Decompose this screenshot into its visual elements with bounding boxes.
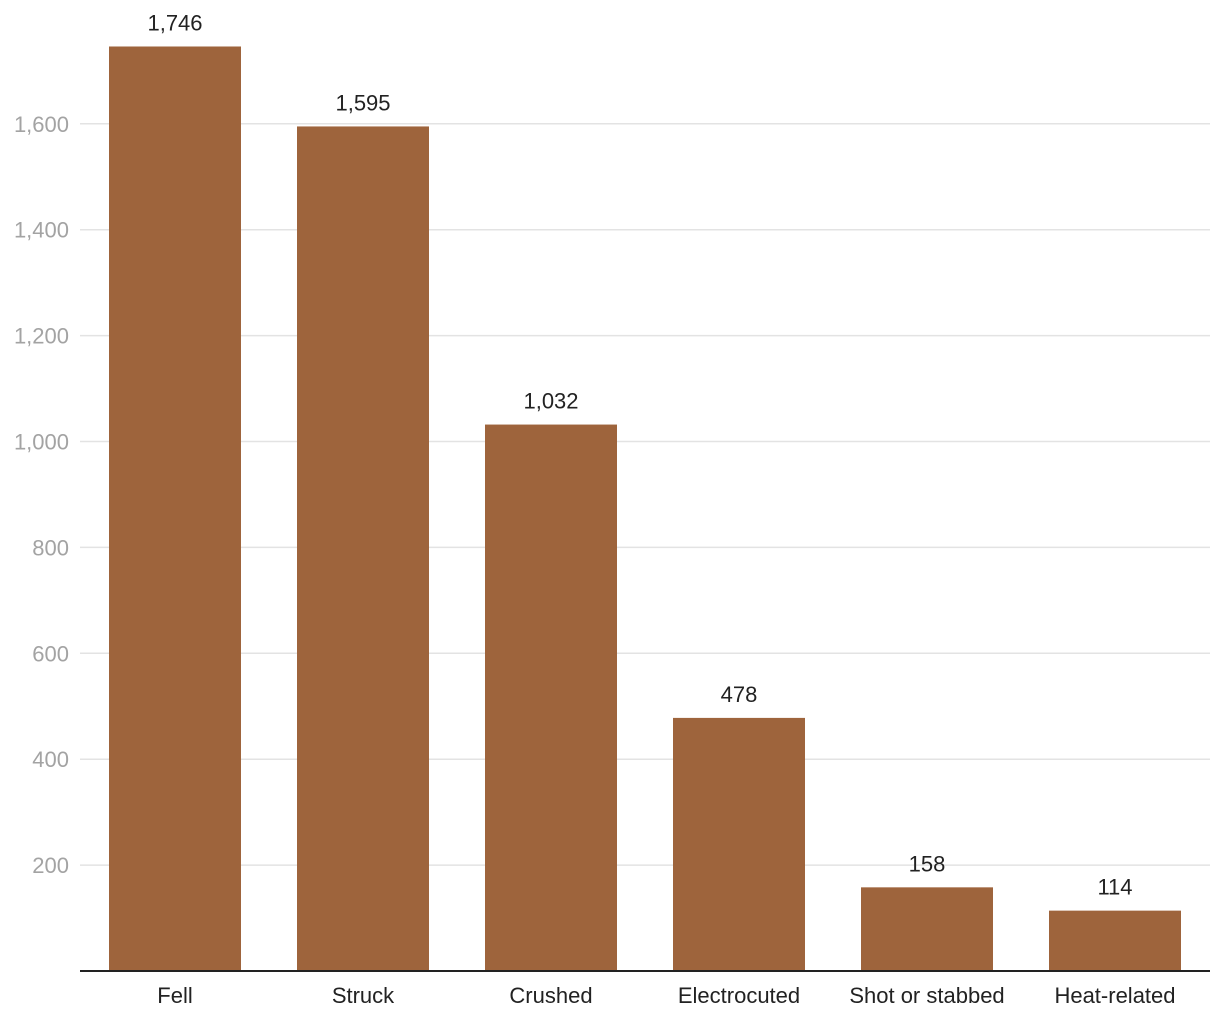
data-label: 1,595 [335,90,390,115]
x-tick-label: Shot or stabbed [849,983,1004,1008]
y-tick-label: 1,600 [14,112,69,137]
data-label: 478 [721,682,758,707]
x-tick-label: Crushed [509,983,592,1008]
x-tick-label: Electrocuted [678,983,800,1008]
y-tick-label: 1,200 [14,324,69,349]
gridlines [80,123,1210,866]
bar-heat-related [1049,910,1181,971]
data-label: 114 [1097,875,1132,900]
bar-crushed [485,424,617,971]
bar-fell [109,46,241,972]
y-tick-label: 600 [32,641,69,666]
data-label: 158 [909,851,946,876]
data-label: 1,746 [147,10,202,35]
x-tick-label: Struck [332,983,395,1008]
data-label: 1,032 [523,389,578,414]
bar-struck [297,126,429,971]
bar-electrocuted [673,717,805,971]
x-axis: Fell Struck Crushed Electrocuted Shot or sta… [157,983,1175,1008]
bars [109,46,1181,972]
y-axis: 200 400 600 800 1,000 1,200 1,400 1,600 [14,112,69,878]
y-tick-label: 800 [32,535,69,560]
data-labels: 1,746 1,595 1,032 478 158 114 [147,10,1132,899]
x-tick-label: Fell [157,983,192,1008]
y-tick-label: 1,400 [14,218,69,243]
x-tick-label: Heat-related [1054,983,1175,1008]
y-tick-label: 400 [32,747,69,772]
bar-shot-or-stabbed [861,887,993,971]
y-tick-label: 200 [32,853,69,878]
y-tick-label: 1,000 [14,430,69,455]
